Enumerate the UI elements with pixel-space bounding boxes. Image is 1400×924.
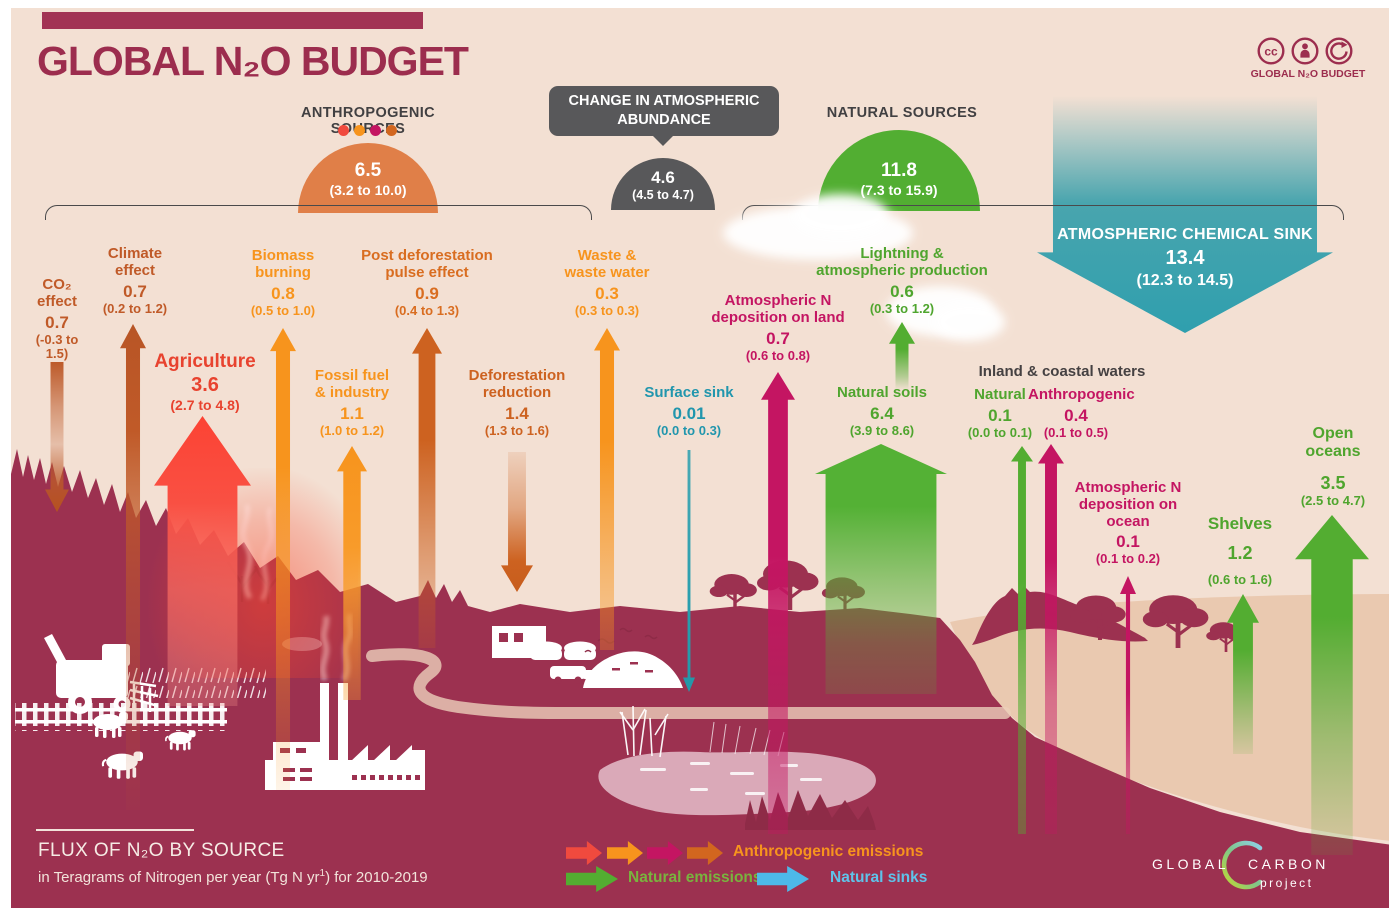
arrow-natural-soils	[815, 444, 947, 694]
flux-shelves: Shelves 1.2 (0.6 to 1.6)	[1207, 514, 1273, 588]
legend-sinks-label: Natural sinks	[830, 869, 928, 886]
flux-inland-coastal-heading: Inland & coastal waters	[978, 363, 1146, 380]
dot-magenta	[370, 125, 381, 136]
natural-total-value: 11.8	[881, 160, 917, 181]
license-badge: cc	[1256, 36, 1356, 71]
license-caption: GLOBAL N₂O BUDGET	[1250, 68, 1366, 80]
attribution-icon	[1291, 37, 1319, 65]
legend-divider	[36, 829, 194, 831]
cc-icon	[1257, 37, 1285, 65]
cloud-icon	[933, 303, 1005, 341]
frame-right	[1389, 0, 1400, 924]
flux-deforestation-reduction: Deforestation reduction 1.4 (1.3 to 1.6)	[468, 367, 566, 438]
top-accent-bar	[42, 12, 423, 29]
landfill-icon	[583, 651, 683, 688]
logo-global: GLOBAL	[1152, 856, 1230, 872]
flux-surface-sink: Surface sink 0.01 (0.0 to 0.3)	[644, 384, 734, 438]
frame-bottom	[0, 908, 1400, 924]
dot-dark-orange	[386, 125, 397, 136]
chemical-sink-heading: ATMOSPHERIC CHEMICAL SINK	[1057, 226, 1313, 243]
change-total-range: (4.5 to 4.7)	[632, 187, 694, 202]
legend-title: FLUX OF N₂O BY SOURCE	[38, 840, 285, 861]
road	[366, 648, 1011, 719]
reeds-icon	[619, 705, 785, 758]
logo-project: project	[1260, 876, 1314, 890]
flux-natural-soils: Natural soils 6.4 (3.9 to 8.6)	[836, 384, 928, 438]
page-title: GLOBAL N₂O BUDGET	[37, 38, 469, 84]
global-carbon-project-logo: GLOBAL CARBON project	[1148, 838, 1338, 908]
atmospheric-chemical-sink: ATMOSPHERIC CHEMICAL SINK 13.4 (12.3 to …	[1045, 226, 1325, 290]
cloud-icon	[793, 194, 888, 236]
flux-n-deposition-ocean: Atmospheric N deposition on ocean 0.1 (0…	[1074, 479, 1182, 567]
flux-lightning: Lightning & atmospheric production 0.6 (…	[816, 245, 988, 316]
flux-agriculture: Agriculture 3.6 (2.7 to 4.8)	[154, 351, 256, 413]
change-in-abundance-callout: CHANGE IN ATMOSPHERIC ABUNDANCE	[549, 86, 779, 136]
legend-subtitle: in Teragrams of Nitrogen per year (Tg N …	[38, 868, 428, 886]
flux-fossil-fuel-industry: Fossil fuel & industry 1.1 (1.0 to 1.2)	[314, 367, 390, 438]
flux-n-deposition-land: Atmospheric N deposition on land 0.7 (0.…	[711, 292, 845, 363]
coastal-sea	[950, 594, 1400, 842]
change-total-value: 4.6	[651, 168, 675, 187]
chemical-sink-range: (12.3 to 14.5)	[1136, 272, 1234, 289]
natural-sources-heading: NATURAL SOURCES	[826, 105, 978, 121]
flux-post-deforestation: Post deforestation pulse effect 0.9 (0.4…	[361, 247, 493, 318]
flux-inland-natural: Natural 0.1 (0.0 to 0.1)	[967, 386, 1033, 440]
frame-top	[0, 0, 1400, 8]
pond	[598, 751, 876, 816]
dot-orange	[354, 125, 365, 136]
promontory	[972, 586, 1148, 645]
flux-climate-effect: Climate effect 0.7 (0.2 to 1.2)	[102, 245, 168, 316]
dot-red	[338, 125, 349, 136]
anthropogenic-color-dots	[338, 125, 397, 136]
flux-open-oceans: Open oceans 3.5 (2.5 to 4.7)	[1300, 425, 1366, 508]
share-alike-icon	[1325, 37, 1353, 65]
gcp-crescent-icon	[1221, 840, 1263, 890]
natural-total-range: (7.3 to 15.9)	[860, 181, 938, 198]
legend-anthropogenic-label: Anthropogenic emissions	[733, 843, 924, 860]
flux-biomass-burning: Biomass burning 0.8 (0.5 to 1.0)	[250, 247, 316, 318]
flux-co2-effect: CO₂ effect 0.7 (-0.3 to 1.5)	[35, 276, 79, 362]
anthropogenic-total-value: 6.5	[354, 160, 382, 181]
flux-inland-anthropogenic: Anthropogenic 0.4 (0.1 to 0.5)	[1028, 386, 1135, 440]
flux-waste-water: Waste & waste water 0.3 (0.3 to 0.3)	[564, 247, 650, 318]
frame-left	[0, 0, 11, 924]
anthropogenic-total-range: (3.2 to 10.0)	[329, 181, 407, 198]
legend-natural-label: Natural emissions	[628, 869, 762, 886]
logo-carbon: CARBON	[1248, 856, 1329, 872]
chemical-sink-value: 13.4	[1165, 247, 1205, 269]
callout-pointer-icon	[652, 135, 674, 146]
svg-text:cc: cc	[1264, 45, 1278, 59]
arrow-agriculture	[154, 416, 251, 706]
